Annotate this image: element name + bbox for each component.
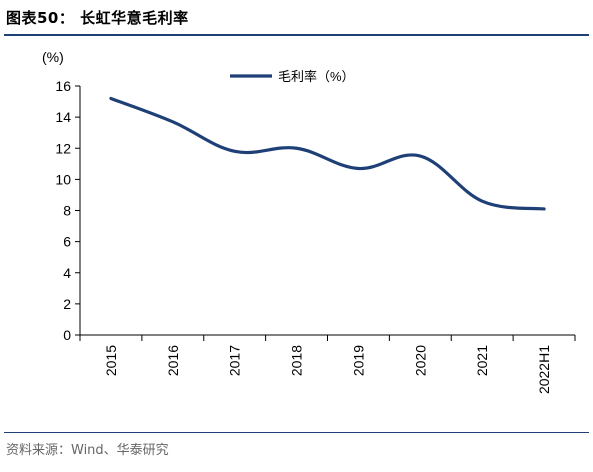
y-tick-label: 8: [63, 203, 71, 219]
title-bar: 图表50： 长虹华意毛利率: [0, 0, 593, 36]
y-tick-label: 12: [55, 140, 71, 156]
y-tick-label: 4: [63, 265, 71, 281]
y-tick-label: 2: [63, 296, 71, 312]
y-tick-label: 6: [63, 234, 71, 250]
y-tick-label: 0: [63, 327, 71, 343]
x-tick-label: 2018: [289, 345, 305, 376]
x-tick-label: 2017: [227, 345, 243, 376]
source-note: 资料来源：Wind、华泰研究: [6, 443, 169, 458]
x-tick-label: 2022H1: [536, 345, 552, 394]
y-tick-label: 16: [55, 78, 71, 94]
series-layer: [109, 96, 546, 211]
x-tick-label: 2020: [412, 345, 428, 376]
x-tick-label: 2021: [474, 345, 490, 376]
y-axis: 0 2 4 6 8 10 12 14 16: [55, 78, 81, 343]
x-tick-label: 2016: [165, 345, 181, 376]
page-title: 图表50： 长虹华意毛利率: [6, 9, 189, 27]
series-line-gross-margin: [109, 96, 546, 211]
x-axis: 2015 2016 2017 2018 2019 2020 2021 2022H1: [79, 334, 576, 394]
x-tick-label: 2019: [350, 345, 366, 376]
y-axis-label: (%): [42, 49, 64, 65]
y-tick-label: 14: [55, 109, 71, 125]
y-tick-label: 10: [55, 171, 71, 187]
x-tick-label: 2015: [103, 345, 119, 376]
chart-area: 0 2 4 6 8 10 12 14 16 2015 2016 2017 2018 2019 2020 20…: [0, 38, 593, 428]
footer-divider: [4, 432, 589, 433]
title-divider: [4, 34, 589, 36]
legend: 毛利率（%）: [230, 69, 355, 84]
legend-label: 毛利率（%）: [278, 69, 355, 84]
